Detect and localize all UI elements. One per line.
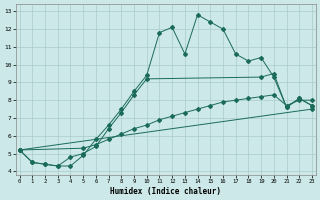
X-axis label: Humidex (Indice chaleur): Humidex (Indice chaleur) — [110, 187, 221, 196]
